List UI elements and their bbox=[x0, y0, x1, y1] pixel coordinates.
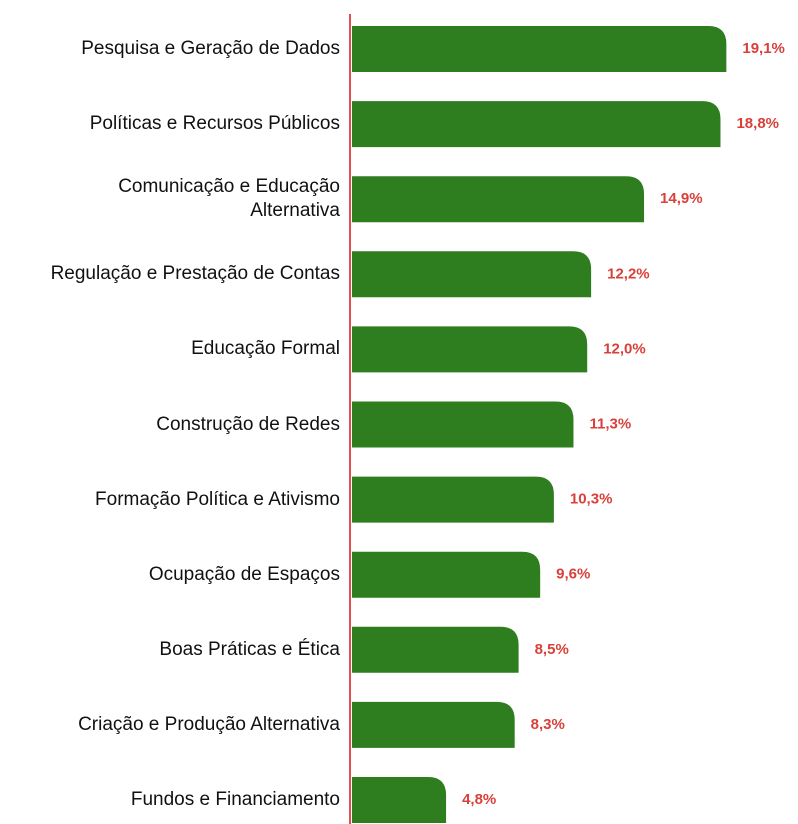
value-label: 10,3% bbox=[570, 491, 613, 508]
category-label: Ocupação de Espaços bbox=[148, 563, 340, 585]
category-label: Pesquisa e Geração de Dados bbox=[81, 38, 340, 59]
category-label: Construção de Redes bbox=[156, 413, 340, 435]
value-label: 14,9% bbox=[660, 190, 703, 207]
category-label: Políticas e Recursos Públicos bbox=[89, 113, 340, 135]
value-label: 8,5% bbox=[535, 641, 569, 658]
bar bbox=[352, 101, 721, 148]
category-label: Fundos e Financiamento bbox=[130, 789, 340, 810]
bar bbox=[352, 401, 574, 448]
value-label: 12,2% bbox=[607, 265, 650, 282]
category-label: Comunicação e Educação Alternativa bbox=[118, 176, 340, 222]
category-label: Criação e Produção Alternativa bbox=[78, 713, 340, 735]
category-label: Educação Formal bbox=[191, 338, 340, 360]
bar bbox=[352, 777, 447, 823]
bar bbox=[352, 701, 515, 748]
bar bbox=[352, 551, 541, 598]
value-label: 18,8% bbox=[736, 115, 779, 132]
bar bbox=[352, 326, 588, 373]
category-label: Boas Práticas e Ética bbox=[159, 638, 340, 660]
bar bbox=[352, 26, 727, 72]
category-label: Regulação e Prestação de Contas bbox=[50, 263, 340, 285]
value-label: 4,8% bbox=[462, 791, 496, 808]
value-label: 11,3% bbox=[589, 415, 631, 432]
value-label: 19,1% bbox=[742, 40, 785, 57]
bar bbox=[352, 626, 519, 673]
value-label: 9,6% bbox=[556, 566, 590, 583]
category-label: Formação Política e Ativismo bbox=[95, 488, 340, 510]
value-label: 12,0% bbox=[603, 340, 646, 357]
value-label: 8,3% bbox=[531, 716, 565, 733]
bar bbox=[352, 176, 645, 223]
bar bbox=[352, 476, 554, 523]
bar bbox=[352, 251, 592, 298]
